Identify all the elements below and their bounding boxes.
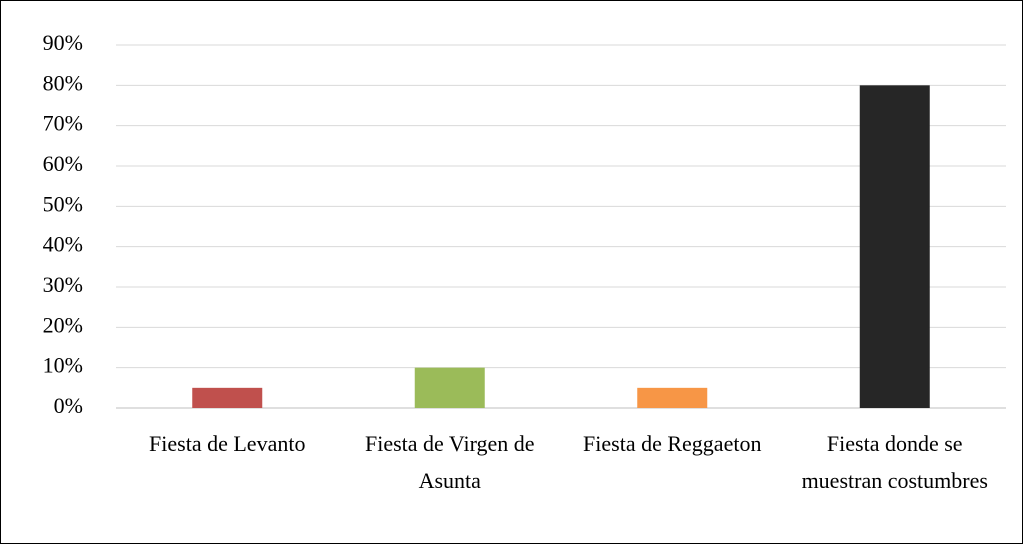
y-tick-label: 50% [43, 191, 83, 216]
y-tick-label: 10% [43, 353, 83, 378]
y-tick-label: 20% [43, 312, 83, 337]
y-tick-label: 40% [43, 232, 83, 257]
y-tick-label: 80% [43, 70, 83, 95]
x-tick-label: Fiesta donde se muestran costumbres [801, 431, 988, 493]
bar [859, 85, 930, 408]
bar [414, 367, 485, 408]
x-tick-label: Fiesta de Virgen de Asunta [364, 431, 535, 493]
bar [192, 387, 263, 408]
y-tick-label: 70% [43, 111, 83, 136]
y-tick-label: 0% [54, 393, 83, 418]
x-tick-label: Fiesta de Reggaeton [583, 431, 762, 456]
x-tick-label: Fiesta de Levanto [149, 431, 306, 456]
y-tick-label: 90% [43, 30, 83, 55]
y-tick-label: 30% [43, 272, 83, 297]
bar [637, 387, 708, 408]
y-tick-label: 60% [43, 151, 83, 176]
